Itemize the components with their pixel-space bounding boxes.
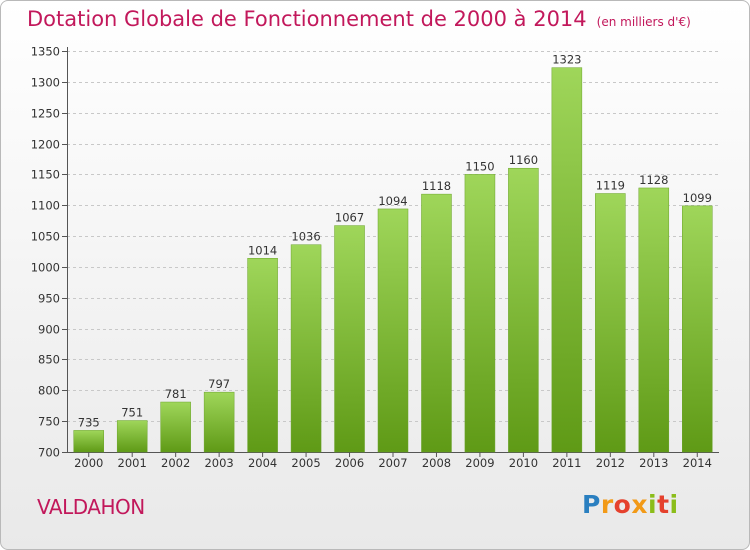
commune-name: VALDAHON xyxy=(37,495,145,519)
y-tick-label: 1250 xyxy=(31,107,60,121)
y-tick-label: 1100 xyxy=(31,199,60,213)
proxiti-logo: Proxiti xyxy=(582,490,679,519)
x-tick-label: 2011 xyxy=(552,456,581,470)
bar-2014 xyxy=(682,205,713,453)
data-label: 1036 xyxy=(291,230,320,244)
x-tick-label: 2002 xyxy=(161,456,190,470)
data-label: 797 xyxy=(208,377,230,391)
bar-2013 xyxy=(638,187,670,453)
x-tick-labels: 2000 2001 2002 2003 2004 2005 2006 2007 2008 2009… xyxy=(74,452,712,470)
data-label: 751 xyxy=(121,406,143,420)
title-text: Dotation Globale de Fonctionnement de 20… xyxy=(27,7,587,31)
y-tick-label: 1150 xyxy=(31,168,60,182)
x-tick-label: 2008 xyxy=(422,456,451,470)
bar-2001 xyxy=(116,420,148,453)
unit-label: (en milliers d'€) xyxy=(596,15,691,29)
x-tick-label: 2006 xyxy=(335,456,364,470)
data-label: 1014 xyxy=(248,243,277,257)
bar-2012 xyxy=(595,193,626,453)
data-label: 1119 xyxy=(596,179,625,193)
x-tick-label: 2013 xyxy=(639,456,668,470)
y-tick-label: 800 xyxy=(38,384,60,398)
data-label: 1323 xyxy=(552,53,581,67)
data-label: 735 xyxy=(78,415,100,429)
y-tick-label: 750 xyxy=(38,415,60,429)
data-label: 1128 xyxy=(639,173,668,187)
x-tick-label: 2004 xyxy=(248,456,277,470)
data-label: 1067 xyxy=(335,211,364,225)
x-tick-label: 2007 xyxy=(378,456,407,470)
bar-2008 xyxy=(421,193,452,453)
y-tick-label: 1200 xyxy=(31,138,60,152)
y-tick-label: 950 xyxy=(38,292,60,306)
x-tick-label: 2005 xyxy=(291,456,320,470)
bar-2010 xyxy=(508,167,539,453)
y-tick-label: 900 xyxy=(38,323,60,337)
bars xyxy=(73,67,713,453)
x-tick-label: 2010 xyxy=(509,456,538,470)
bar-2003 xyxy=(203,391,235,453)
bar-2009 xyxy=(464,174,496,453)
data-label: 1160 xyxy=(509,153,538,167)
x-tick-label: 2012 xyxy=(596,456,625,470)
chart-title: Dotation Globale de Fonctionnement de 20… xyxy=(27,7,691,31)
x-tick-label: 2003 xyxy=(204,456,233,470)
bar-2002 xyxy=(160,401,191,453)
bar-2011 xyxy=(551,67,583,453)
bar-2006 xyxy=(334,225,365,453)
y-tick-label: 700 xyxy=(38,446,60,460)
bar-2000 xyxy=(73,430,104,453)
data-label: 1118 xyxy=(422,179,451,193)
x-tick-label: 2009 xyxy=(465,456,494,470)
data-label: 1094 xyxy=(378,194,407,208)
data-label: 1150 xyxy=(465,159,494,173)
y-tick-label: 1050 xyxy=(31,230,60,244)
bar-2005 xyxy=(290,244,322,453)
data-label: 781 xyxy=(165,387,187,401)
x-tick-label: 2014 xyxy=(683,456,712,470)
x-tick-label: 2000 xyxy=(74,456,103,470)
y-tick-label: 1350 xyxy=(31,45,60,59)
data-label: 1099 xyxy=(683,191,712,205)
y-tick-label: 1000 xyxy=(31,261,60,275)
y-tick-labels: 700 750 800 850 900 950 1000 1050 1100 1150 1200 12… xyxy=(31,45,60,460)
bar-2004 xyxy=(247,258,278,453)
y-tick-label: 1300 xyxy=(31,76,60,90)
y-tick-label: 850 xyxy=(38,353,60,367)
x-tick-label: 2001 xyxy=(118,456,147,470)
bar-2007 xyxy=(377,208,409,453)
data-labels: 735 751 781 797 1014 1036 1067 1094 1118 1150 1160… xyxy=(78,53,712,430)
